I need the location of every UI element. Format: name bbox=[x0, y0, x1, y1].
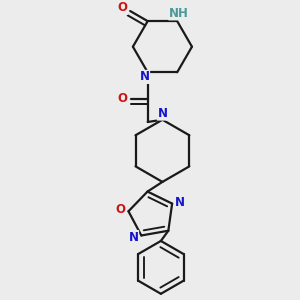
Text: N: N bbox=[158, 107, 167, 120]
Text: N: N bbox=[129, 230, 139, 244]
Text: O: O bbox=[118, 92, 128, 105]
Text: O: O bbox=[116, 203, 126, 216]
Text: N: N bbox=[175, 196, 185, 208]
Text: O: O bbox=[117, 2, 128, 14]
Text: NH: NH bbox=[169, 7, 189, 20]
Text: N: N bbox=[140, 70, 150, 83]
